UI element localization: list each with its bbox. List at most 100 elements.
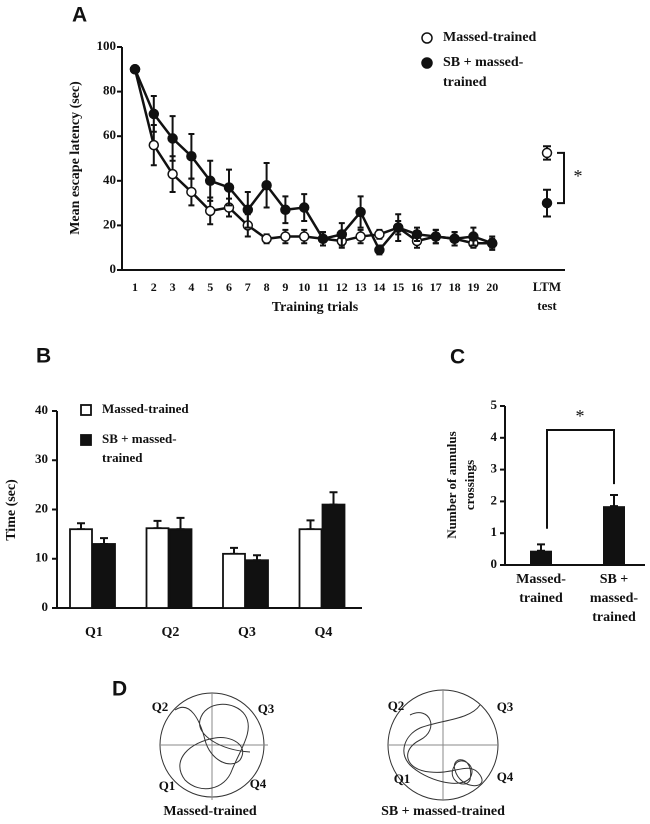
quadrant-label: Q2 <box>388 698 405 713</box>
y-tick-label: 10 <box>35 550 48 565</box>
x-tick-label: 19 <box>467 280 479 294</box>
data-point <box>167 168 178 180</box>
data-point <box>261 233 272 245</box>
y-tick-label: 0 <box>110 261 117 276</box>
data-point <box>242 204 254 216</box>
data-point <box>374 229 385 240</box>
y-tick-label: 20 <box>103 216 116 231</box>
x-tick-label: 6 <box>226 280 232 294</box>
bar <box>245 559 269 609</box>
data-point <box>486 237 498 249</box>
quadrant-label: Q4 <box>497 769 514 784</box>
legend-label: Massed-trained <box>443 30 537 45</box>
legend-marker <box>421 32 433 44</box>
data-point <box>167 133 178 144</box>
data-point <box>148 108 160 120</box>
x-tick-label: 13 <box>355 280 367 294</box>
x-tick-label: Massed-trained <box>516 572 566 606</box>
error-bar <box>329 491 338 506</box>
y-axis-label: Number of annulus crossings <box>444 431 477 538</box>
x-tick-label: 20 <box>486 280 498 294</box>
x-tick-label: 11 <box>317 280 328 294</box>
error-bar <box>153 519 162 530</box>
error-bar <box>537 543 545 552</box>
legend-label: SB + massed-trained <box>102 431 177 465</box>
bar <box>145 527 170 609</box>
y-tick-label: 3 <box>491 461 498 476</box>
data-point <box>129 64 141 75</box>
x-tick-label: 8 <box>264 280 270 294</box>
bar <box>298 528 323 609</box>
x-tick-label: 16 <box>411 280 423 294</box>
y-tick-label: 40 <box>103 172 116 187</box>
data-point <box>449 233 460 245</box>
x-tick-label: 17 <box>430 280 442 294</box>
x-tick-label: 12 <box>336 280 348 294</box>
x-tick-label: 5 <box>207 280 213 294</box>
quadrant-label: Q3 <box>258 701 275 716</box>
quadrant-label: Q3 <box>497 699 514 714</box>
x-tick-label: 3 <box>170 280 176 294</box>
x-tick-label: 10 <box>298 280 310 294</box>
bar <box>222 552 246 609</box>
quadrant-label: Q4 <box>250 776 267 791</box>
bar <box>92 543 116 609</box>
legend-swatch <box>80 434 92 446</box>
maze-caption: SB + massed-trained <box>381 804 505 819</box>
y-tick-label: 30 <box>35 451 48 466</box>
error-bar <box>610 494 618 508</box>
x-tick-label: 15 <box>392 280 404 294</box>
error-bar <box>176 516 185 531</box>
x-axis-label: Training trials <box>272 300 359 315</box>
data-point <box>223 182 235 193</box>
data-point <box>186 151 197 162</box>
bar <box>321 503 346 609</box>
significance-mark: * <box>574 166 583 186</box>
panel-letter: A <box>72 4 87 27</box>
bar <box>168 528 193 609</box>
data-point <box>374 244 385 256</box>
legend-swatch <box>80 404 92 416</box>
legend-marker <box>421 57 433 69</box>
y-tick-label: 40 <box>35 402 48 417</box>
y-tick-label: 0 <box>42 599 49 614</box>
y-tick-label: 60 <box>103 127 116 142</box>
panel-letter: C <box>450 346 465 369</box>
y-axis-label: Mean escape latency (sec) <box>68 81 83 235</box>
data-point <box>298 202 310 213</box>
data-point <box>411 229 423 240</box>
data-point <box>355 231 366 242</box>
y-tick-label: 4 <box>491 429 498 444</box>
significance-bracket <box>546 429 615 529</box>
ltm-point <box>541 147 553 159</box>
y-tick-label: 1 <box>491 524 498 539</box>
y-tick-label: 20 <box>35 500 48 515</box>
y-tick-label: 5 <box>491 397 498 412</box>
error-bar <box>306 519 315 531</box>
x-tick-label: Q2 <box>162 625 180 640</box>
data-point <box>261 180 272 191</box>
x-tick-label: 2 <box>151 280 157 294</box>
x-tick-label: Q3 <box>238 625 256 640</box>
bar <box>603 506 625 565</box>
data-point <box>186 186 197 198</box>
ltm-label: LTM test <box>533 279 561 313</box>
x-tick-label: Q1 <box>85 625 103 640</box>
y-tick-label: 2 <box>491 492 498 507</box>
legend-label: SB + massed-trained <box>443 55 524 90</box>
data-point <box>355 206 366 218</box>
x-tick-label: Q4 <box>315 625 333 640</box>
bar <box>530 550 552 565</box>
data-point <box>468 231 479 242</box>
bar <box>69 528 93 609</box>
maze-caption: Massed-trained <box>163 804 257 819</box>
quadrant-label: Q1 <box>159 778 176 793</box>
data-point <box>204 205 216 217</box>
significance-bracket <box>557 151 565 205</box>
y-axis-label: Time (sec) <box>4 479 19 541</box>
maze-drawing <box>159 689 499 801</box>
data-point <box>148 139 160 151</box>
x-tick-label: 4 <box>188 280 194 294</box>
data-point <box>204 175 216 187</box>
